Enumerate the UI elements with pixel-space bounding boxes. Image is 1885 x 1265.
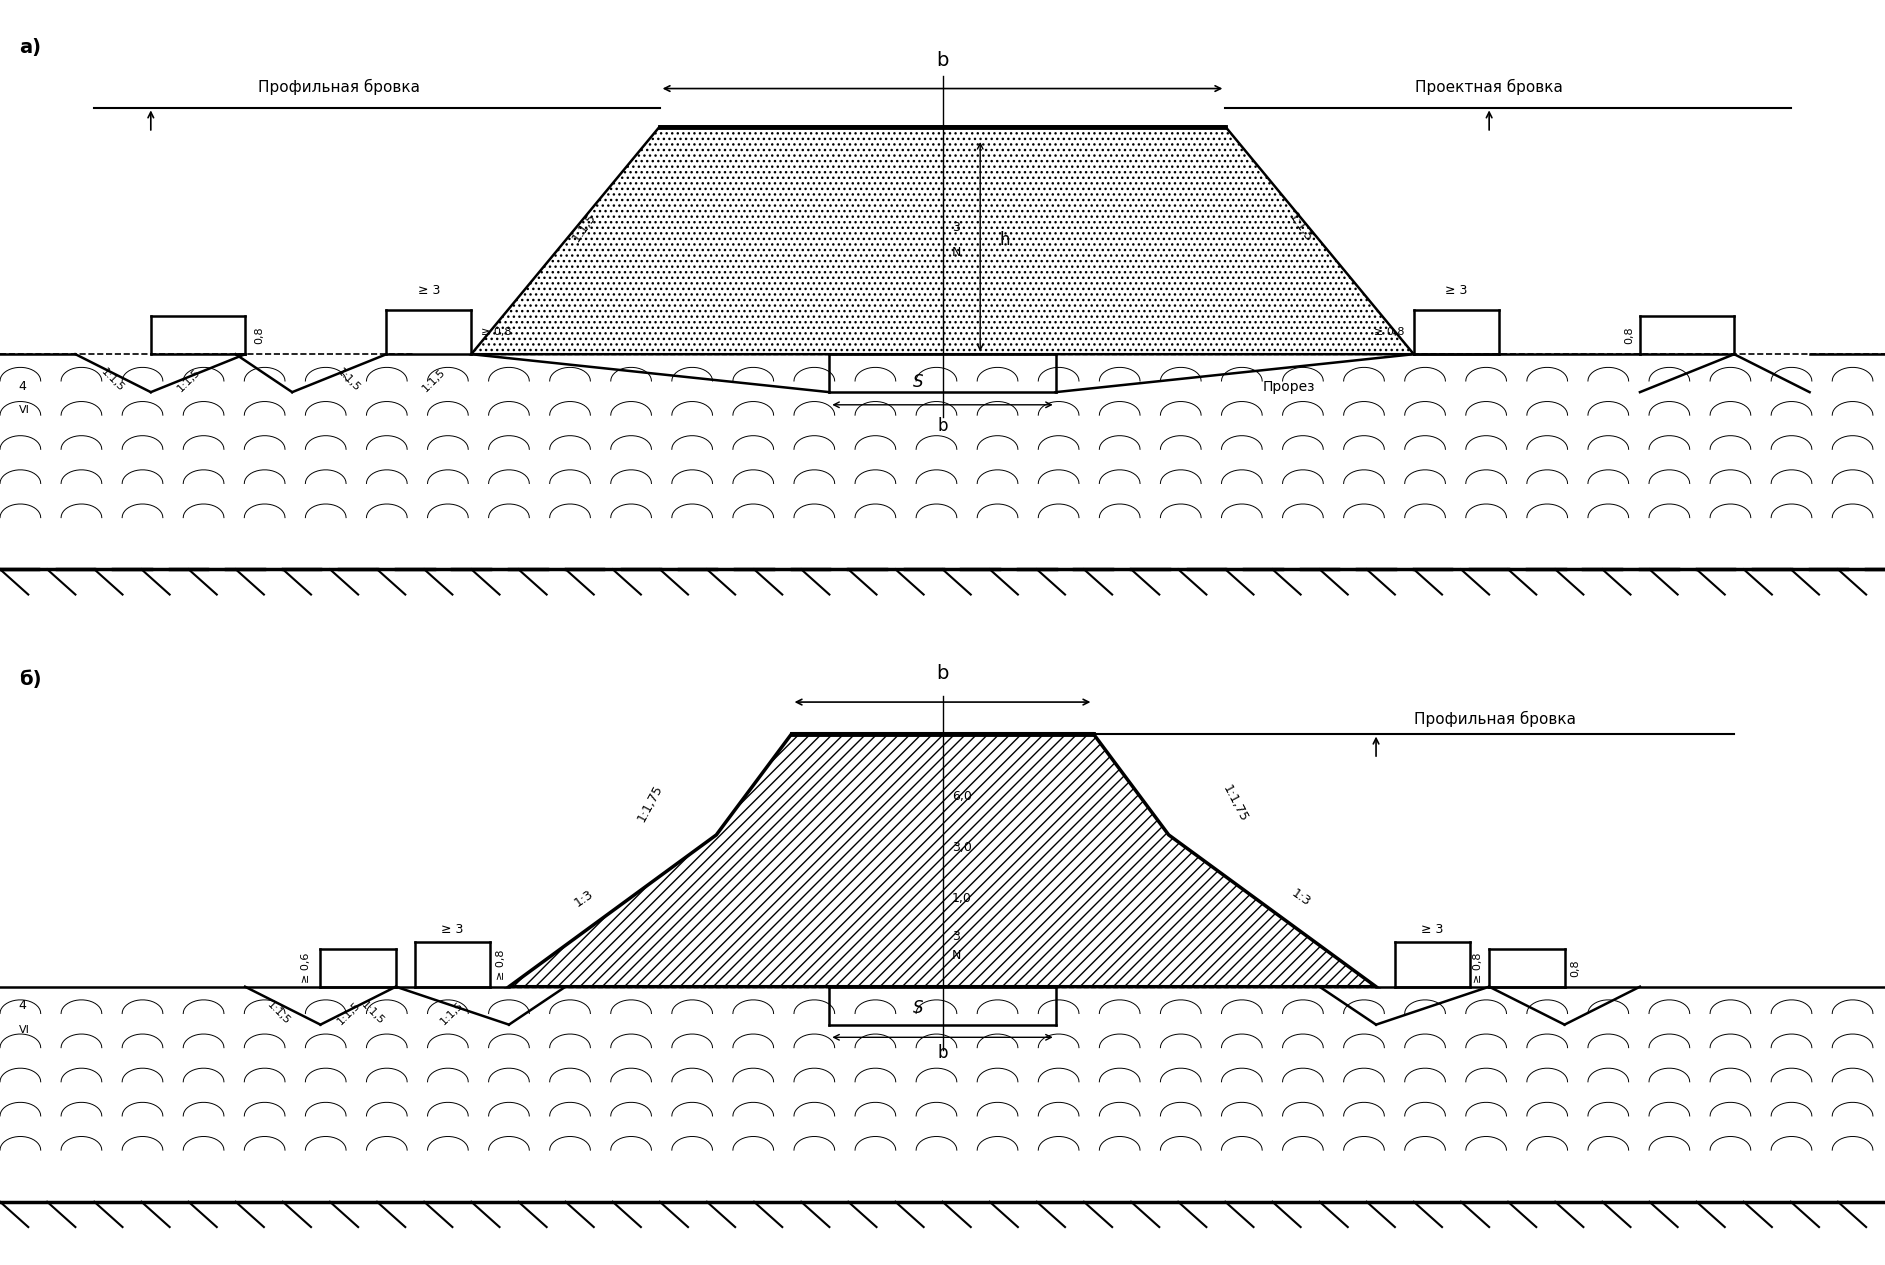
Text: 1:3: 1:3 [573,887,596,910]
Text: 0,8: 0,8 [254,326,264,344]
Text: h: h [999,231,1010,249]
Text: 4: 4 [19,380,26,392]
Text: ≥ 0,8: ≥ 0,8 [1474,953,1483,983]
Text: Профильная бровка: Профильная бровка [1414,711,1576,727]
Text: VI: VI [19,1025,30,1035]
Text: 1:1,5: 1:1,5 [336,367,362,393]
Text: 3: 3 [952,930,959,942]
Text: 6,0: 6,0 [952,791,973,803]
Text: b: b [937,51,948,70]
Text: 1:1,5: 1:1,5 [360,999,386,1026]
Text: ≥ 0,8: ≥ 0,8 [1374,328,1404,336]
Text: ≥ 3: ≥ 3 [418,285,439,297]
Text: 1:1,75: 1:1,75 [1220,783,1250,824]
Text: 0,8: 0,8 [1625,326,1634,344]
Text: 1:1,5: 1:1,5 [175,367,202,393]
Text: 1:1,5: 1:1,5 [1286,211,1316,244]
Text: ≥ 0,8: ≥ 0,8 [496,949,505,980]
Text: N: N [952,247,961,259]
Text: b: b [937,664,948,683]
Text: S: S [912,999,924,1017]
Text: 1:1,75: 1:1,75 [635,783,665,824]
Text: Прорез: Прорез [1263,380,1316,393]
Text: ≥ 3: ≥ 3 [441,923,464,936]
Text: 1:1,5: 1:1,5 [569,211,599,244]
Text: Проектная бровка: Проектная бровка [1416,78,1563,95]
Text: 1:1,5: 1:1,5 [266,999,292,1026]
Text: 3,0: 3,0 [952,841,973,854]
Text: 0,8: 0,8 [1570,959,1580,977]
Text: S: S [912,373,924,391]
Text: N: N [952,949,961,961]
Text: b: b [937,1044,948,1061]
Text: 1:1,5: 1:1,5 [420,367,447,393]
Text: Профильная бровка: Профильная бровка [258,78,420,95]
Text: ≥ 3: ≥ 3 [1421,923,1444,936]
Text: 1:1,5: 1:1,5 [100,367,126,393]
Text: VI: VI [19,405,30,415]
Text: ≥ 0,6: ≥ 0,6 [302,953,311,983]
Text: 1:3: 1:3 [1289,887,1312,910]
Text: б): б) [19,670,41,689]
Polygon shape [471,126,1414,354]
Text: 1,0: 1,0 [952,892,973,904]
Text: ≥ 3: ≥ 3 [1446,285,1467,297]
Text: ≥ 0,8: ≥ 0,8 [481,328,511,336]
Text: 4: 4 [19,999,26,1012]
Text: 1:1,5: 1:1,5 [439,999,466,1026]
Text: 1:1,5: 1:1,5 [336,999,362,1026]
Polygon shape [509,734,1376,987]
Text: 3: 3 [952,221,959,234]
Text: b: b [937,417,948,435]
Text: а): а) [19,38,41,57]
